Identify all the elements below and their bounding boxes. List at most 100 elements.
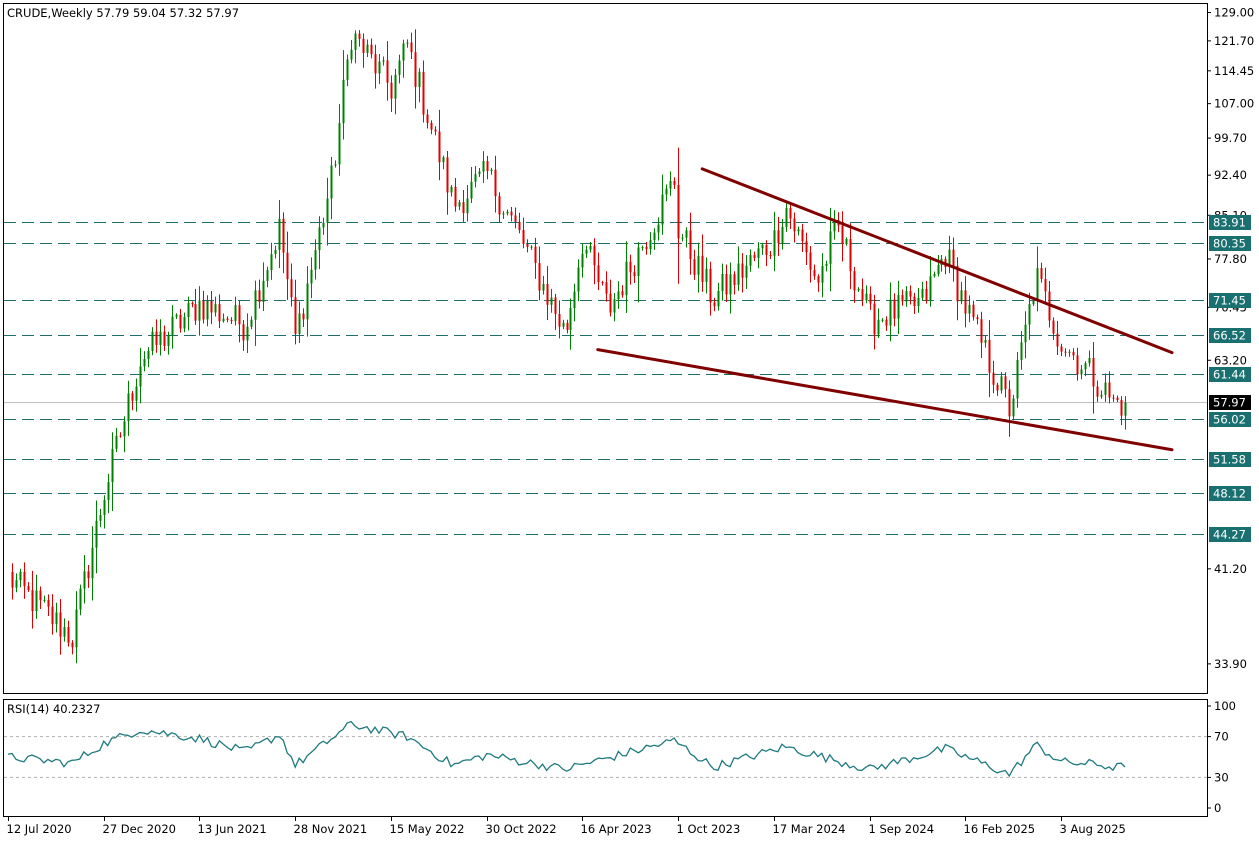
candle: [11, 563, 14, 600]
svg-text:30: 30: [1214, 770, 1229, 784]
candle: [869, 286, 872, 310]
rsi-layer: [4, 720, 1207, 778]
candle: [350, 39, 353, 64]
candle: [262, 262, 265, 312]
candle: [562, 319, 565, 330]
level-label-48.12: 48.12: [1209, 486, 1251, 501]
candle: [777, 216, 780, 257]
svg-text:28 Nov 2021: 28 Nov 2021: [294, 822, 368, 836]
candle: [789, 204, 792, 229]
svg-text:12 Jul 2020: 12 Jul 2020: [7, 822, 72, 836]
candle: [27, 582, 30, 592]
candle: [490, 167, 493, 175]
candle: [649, 232, 652, 255]
candle: [438, 109, 441, 181]
price-tick-77.80: 77.80: [1207, 252, 1247, 266]
svg-text:121.70: 121.70: [1214, 34, 1254, 48]
candle: [442, 155, 445, 170]
candle: [47, 594, 50, 617]
candle: [841, 211, 844, 262]
candle: [418, 68, 421, 103]
svg-text:63.20: 63.20: [1214, 353, 1247, 367]
candle: [1124, 396, 1127, 430]
level-label-80.35: 80.35: [1209, 236, 1251, 251]
level-label-66.52: 66.52: [1209, 328, 1251, 343]
svg-text:129.00: 129.00: [1214, 5, 1254, 19]
candle: [1088, 350, 1091, 367]
candle: [358, 30, 361, 47]
candle: [558, 300, 561, 339]
candle: [286, 231, 289, 300]
candle: [673, 177, 676, 189]
svg-text:57.97: 57.97: [1213, 396, 1246, 410]
candle: [849, 223, 852, 290]
candle: [1044, 267, 1047, 305]
svg-text:51.58: 51.58: [1213, 453, 1246, 467]
candle: [294, 279, 297, 345]
candle: [542, 275, 545, 295]
candle: [988, 320, 991, 398]
candle: [346, 54, 349, 87]
candle: [873, 294, 876, 350]
price-tick-121.70: 121.70: [1207, 34, 1254, 48]
svg-text:17 Mar 2024: 17 Mar 2024: [773, 822, 846, 836]
candle: [693, 249, 696, 280]
level-labels-layer: 83.91 80.35 71.45 66.52 61.44 56.02 51.58 48.12…: [1209, 215, 1251, 542]
candle: [194, 288, 197, 325]
candle: [825, 260, 828, 272]
candle: [976, 314, 979, 325]
candle: [274, 245, 277, 259]
candle: [191, 301, 194, 308]
candle: [218, 294, 221, 329]
candle: [282, 212, 285, 274]
candle: [254, 280, 257, 346]
candle: [258, 279, 261, 309]
candle: [685, 227, 688, 248]
svg-text:33.90: 33.90: [1214, 657, 1247, 671]
candle: [781, 218, 784, 250]
candle: [1116, 395, 1119, 403]
svg-text:27 Dec 2020: 27 Dec 2020: [103, 822, 176, 836]
date-tick-11: 3 Aug 2025: [1060, 816, 1126, 836]
candle: [865, 285, 868, 304]
svg-text:70: 70: [1214, 730, 1229, 744]
candle: [921, 281, 924, 301]
price-panel[interactable]: [3, 3, 1208, 694]
candle: [753, 251, 756, 262]
level-label-51.58: 51.58: [1209, 452, 1251, 467]
candle: [151, 327, 154, 356]
candle: [705, 257, 708, 294]
svg-text:16 Feb 2025: 16 Feb 2025: [964, 822, 1036, 836]
candle: [91, 526, 94, 601]
candle: [506, 209, 509, 216]
candle: [641, 245, 644, 251]
candle: [87, 565, 90, 588]
candle: [881, 318, 884, 323]
candle: [717, 282, 720, 311]
candle: [601, 280, 604, 286]
candle: [242, 320, 245, 351]
rsi-tick-0: 0: [1207, 801, 1221, 815]
candle: [653, 228, 656, 251]
candle: [143, 351, 146, 372]
candle: [741, 253, 744, 293]
candle: [406, 39, 409, 48]
candle: [23, 562, 26, 599]
candle: [39, 586, 42, 609]
candle: [793, 212, 796, 243]
price-tick-92.40: 92.40: [1207, 168, 1247, 182]
candle: [159, 319, 162, 356]
candle: [769, 251, 772, 259]
candle: [119, 432, 122, 438]
svg-text:114.45: 114.45: [1214, 64, 1254, 78]
candle: [270, 242, 273, 280]
candle: [757, 242, 760, 269]
candle: [992, 360, 995, 394]
rsi-tick-30: 30: [1207, 770, 1229, 784]
rsi-axis: 100 70 30 0: [1207, 699, 1236, 815]
candle: [446, 150, 449, 215]
candle: [733, 271, 736, 295]
candle: [761, 242, 764, 255]
